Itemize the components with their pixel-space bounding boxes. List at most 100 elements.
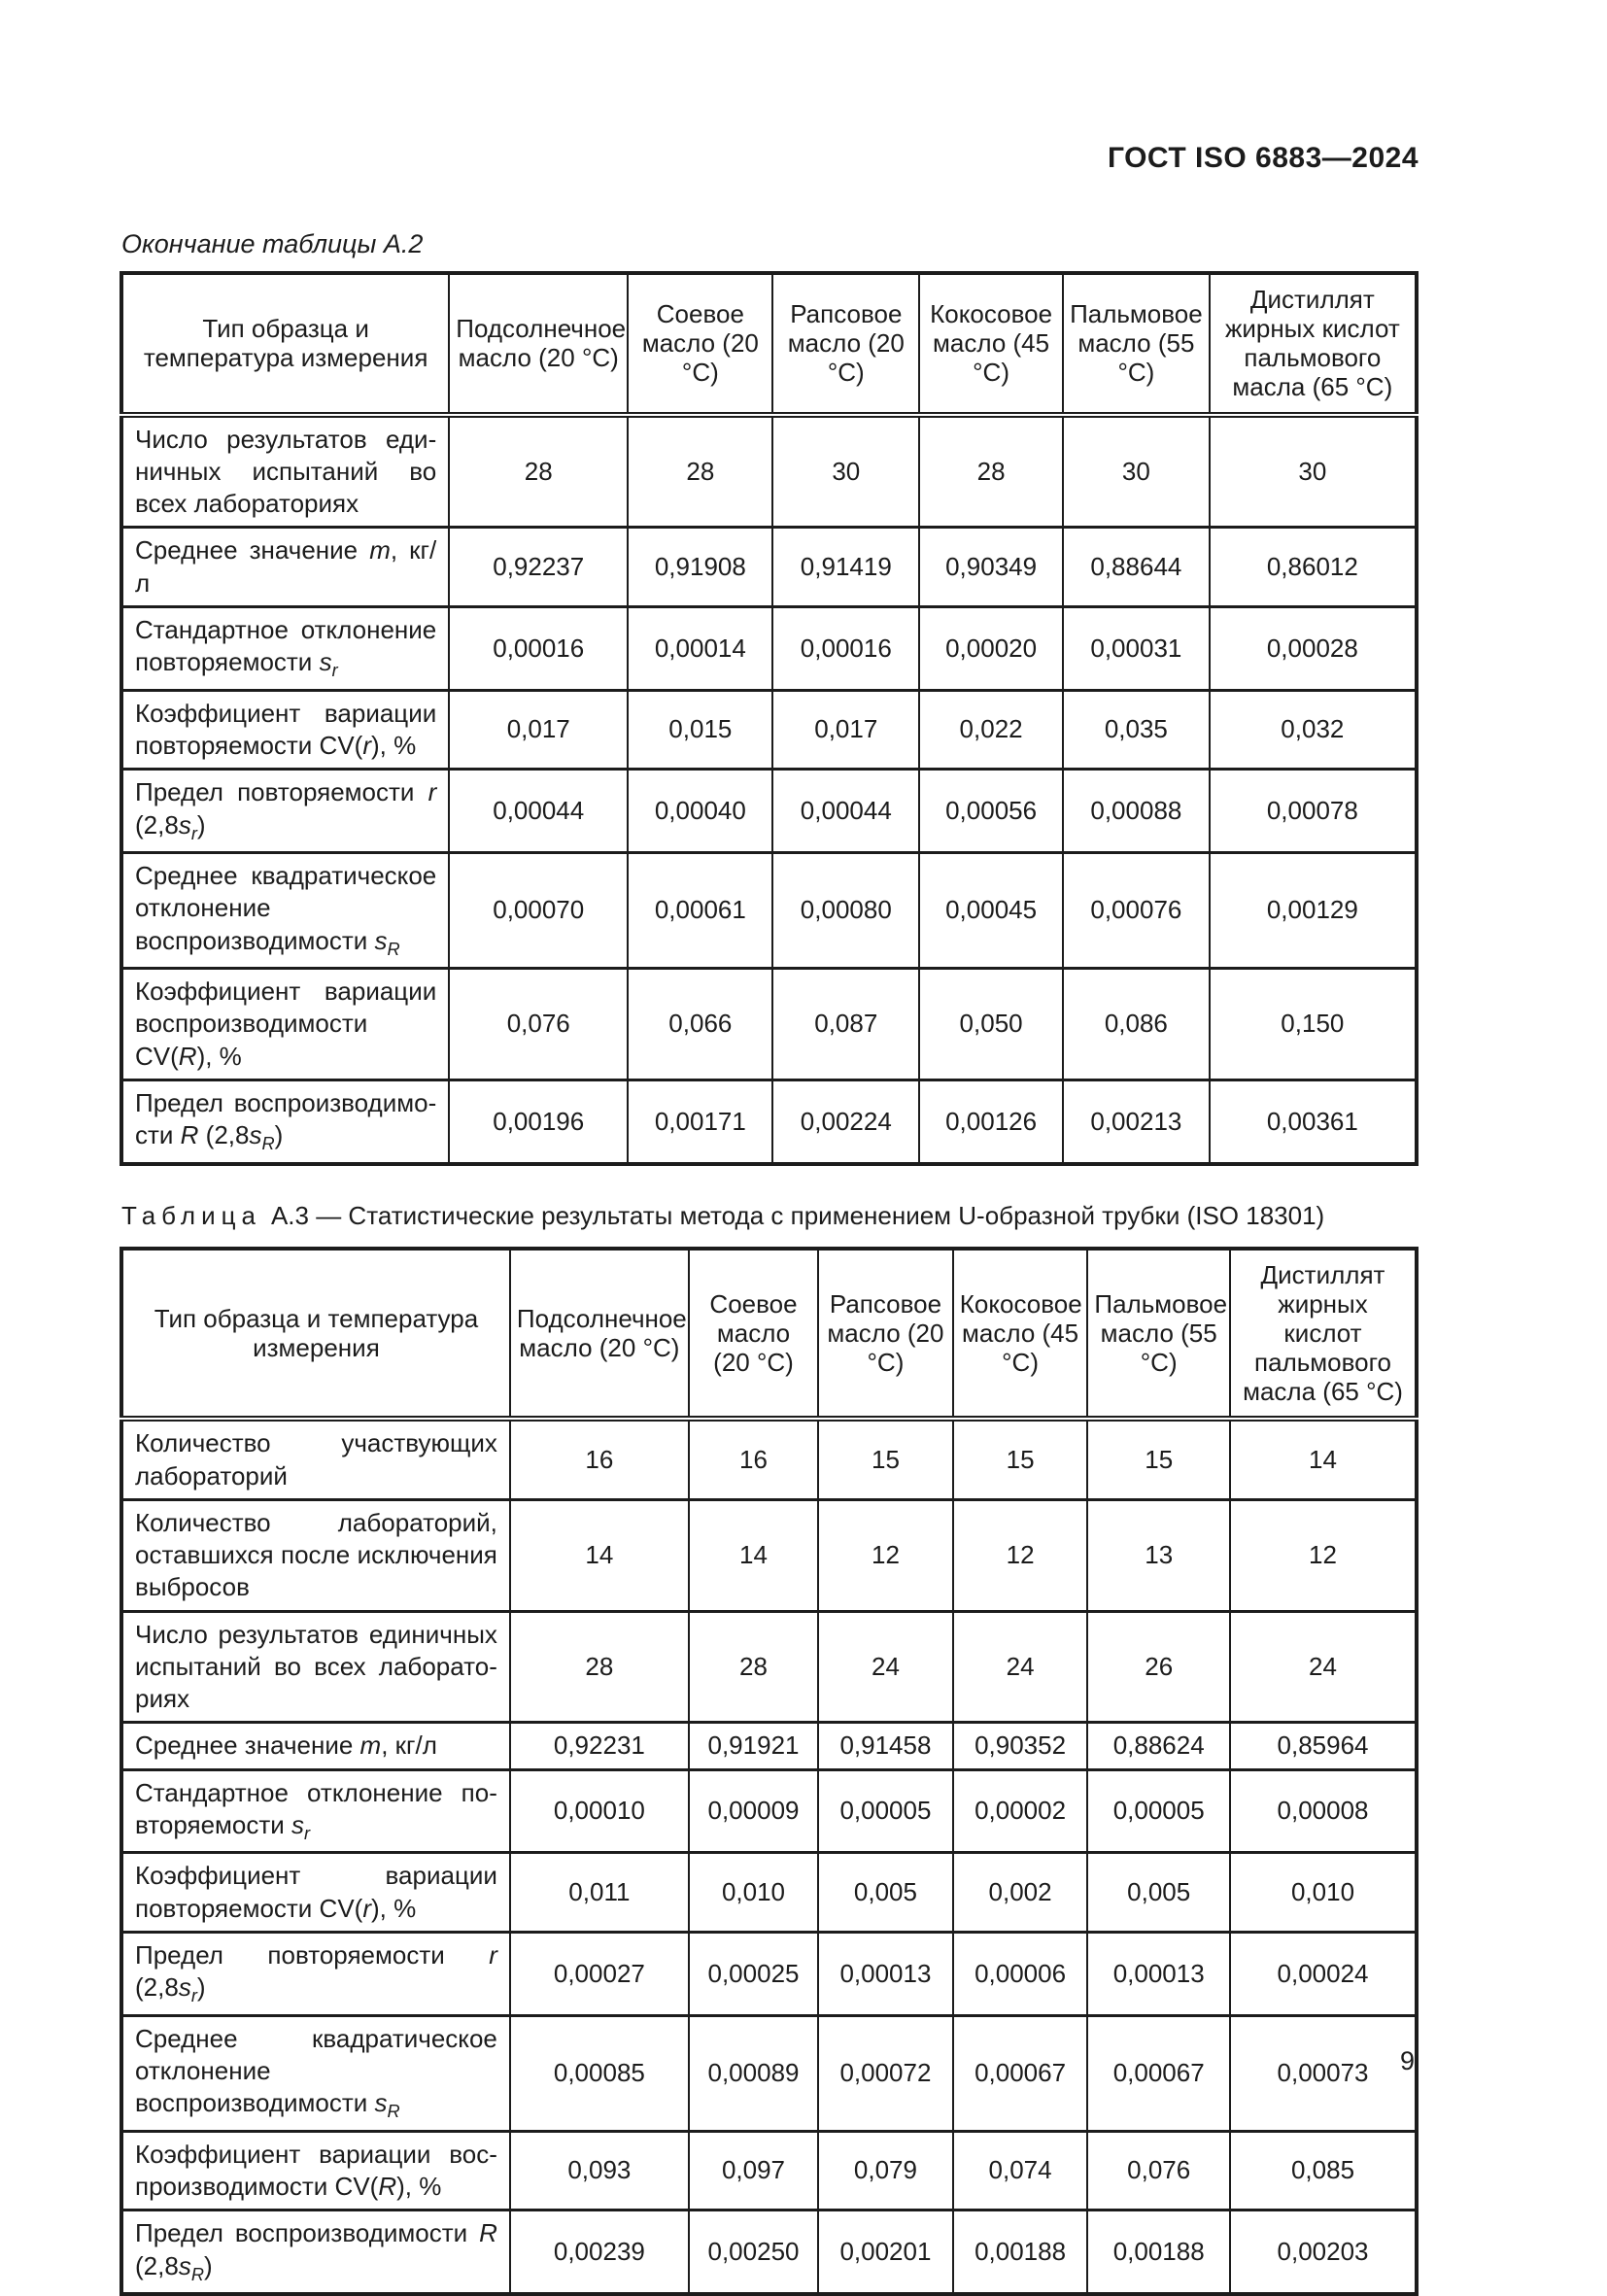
table-row: Количество участвующих лабо­раторий 16 16 1… (120, 1417, 1418, 1501)
value-cell: 0,91908 (627, 526, 774, 608)
value-cell: 0,86012 (1208, 526, 1419, 608)
table-row: Коэффициент вариации повторяемости CV(r)… (120, 688, 1419, 771)
value-cell: 0,92231 (508, 1721, 690, 1771)
column-header: Рапсовое масло (20 °С) (817, 1247, 954, 1422)
row-label: Предел повторяемости r (2,8sr) (120, 768, 451, 854)
table-row: Стандартное отклонение повторяемости sr 0… (120, 604, 1419, 692)
column-header: Дистиллят жирных кислот пальмового масла… (1208, 272, 1419, 418)
value-cell: 0,00072 (817, 2013, 954, 2133)
value-cell: 0,85964 (1229, 1721, 1418, 1771)
table-header-row: Тип образца и температура измерения Подсо… (120, 1247, 1418, 1422)
table-a3: Тип образца и температура измерения Подсо… (120, 1246, 1419, 2296)
value-cell: 0,00070 (448, 850, 630, 970)
value-cell: 0,010 (1229, 1851, 1418, 1934)
row-label: Коэффициент вариации повторяемости CV(r)… (120, 688, 451, 771)
value-cell: 0,00044 (448, 768, 630, 854)
value-cell: 0,085 (1229, 2129, 1418, 2211)
column-header: Тип образца и температура измерения (120, 272, 451, 418)
row-label: Среднее квадратическое откло­нение воспр… (120, 2013, 511, 2133)
column-header: Тип образца и температура измерения (120, 1247, 511, 1422)
value-cell: 15 (1086, 1417, 1232, 1501)
value-cell: 0,150 (1208, 967, 1419, 1081)
value-cell: 0,00201 (817, 2209, 954, 2296)
value-cell: 24 (1229, 1609, 1418, 1724)
value-cell: 0,050 (918, 967, 1065, 1081)
value-cell: 0,90349 (918, 526, 1065, 608)
value-cell: 0,087 (771, 967, 921, 1081)
column-header: Рапсовое масло (20 °С) (771, 272, 921, 418)
value-cell: 0,00016 (448, 604, 630, 692)
table-row: Коэффициент вариа­ции воспроизводимости … (120, 967, 1419, 1081)
value-cell: 0,00085 (508, 2013, 690, 2133)
row-label: Количество лабораторий, оставшихся после… (120, 1497, 511, 1613)
value-cell: 12 (1229, 1497, 1418, 1613)
value-cell: 0,032 (1208, 688, 1419, 771)
table-row: Предел повторяемости r (2,8sr) 0,00027 0,0… (120, 1931, 1418, 2017)
value-cell: 0,00089 (687, 2013, 820, 2133)
value-cell: 0,00188 (1086, 2209, 1232, 2296)
table-a2-continuation-caption: Окончание таблицы А.2 (121, 229, 424, 258)
table-row: Число результатов еди­ничных испытаний в… (120, 413, 1419, 529)
value-cell: 0,00013 (817, 1931, 954, 2017)
value-cell: 15 (817, 1417, 954, 1501)
value-cell: 0,00014 (627, 604, 774, 692)
value-cell: 0,002 (951, 1851, 1089, 1934)
value-cell: 0,00031 (1062, 604, 1211, 692)
table-row: Среднее значение m, кг/л 0,92237 0,91908 0,… (120, 526, 1419, 608)
value-cell: 15 (951, 1417, 1089, 1501)
value-cell: 0,00056 (918, 768, 1065, 854)
value-cell: 0,022 (918, 688, 1065, 771)
value-cell: 0,00028 (1208, 604, 1419, 692)
value-cell: 0,00013 (1086, 1931, 1232, 2017)
table-row: Коэффициент вариации повто­ряемости CV(r… (120, 1851, 1418, 1934)
table-header-row: Тип образца и температура измерения Подсо… (120, 272, 1419, 418)
value-cell: 0,88644 (1062, 526, 1211, 608)
value-cell: 0,91458 (817, 1721, 954, 1771)
table-a3-caption: Таблица А.3 — Статистические результаты м… (121, 1201, 1419, 1231)
value-cell: 28 (918, 413, 1065, 529)
value-cell: 0,00067 (1086, 2013, 1232, 2133)
row-label: Коэффициент вариации повто­ряемости CV(r… (120, 1851, 511, 1934)
table-row: Число результатов единичных испытаний во… (120, 1609, 1418, 1724)
value-cell: 13 (1086, 1497, 1232, 1613)
column-header: Подсолнечное масло (20 °С) (508, 1247, 690, 1422)
value-cell: 0,093 (508, 2129, 690, 2211)
value-cell: 12 (951, 1497, 1089, 1613)
value-cell: 0,00016 (771, 604, 921, 692)
value-cell: 0,00027 (508, 1931, 690, 2017)
column-header: Кокосовое масло (45 °С) (951, 1247, 1089, 1422)
value-cell: 0,076 (448, 967, 630, 1081)
value-cell: 0,00171 (627, 1078, 774, 1165)
value-cell: 0,017 (771, 688, 921, 771)
value-cell: 16 (687, 1417, 820, 1501)
value-cell: 0,00250 (687, 2209, 820, 2296)
value-cell: 0,00008 (1229, 1767, 1418, 1854)
row-label: Стандартное отклонение по­вторяемости sr (120, 1767, 511, 1854)
value-cell: 0,00126 (918, 1078, 1065, 1165)
value-cell: 30 (1062, 413, 1211, 529)
value-cell: 0,00078 (1208, 768, 1419, 854)
value-cell: 0,00020 (918, 604, 1065, 692)
value-cell: 0,079 (817, 2129, 954, 2211)
value-cell: 24 (951, 1609, 1089, 1724)
doc-code: ГОСТ ISO 6883—2024 (1107, 142, 1419, 174)
value-cell: 0,00002 (951, 1767, 1089, 1854)
table-row: Среднее квадратическое отклонение воспро… (120, 850, 1419, 970)
value-cell: 0,010 (687, 1851, 820, 1934)
table-row: Предел воспроизводимо­сти R (2,8sR) 0,001… (120, 1078, 1419, 1165)
value-cell: 0,011 (508, 1851, 690, 1934)
table-a3-caption-text: А.3 — Статистические результаты метода с… (270, 1200, 1325, 1230)
row-label: Количество участвующих лабо­раторий (120, 1417, 511, 1501)
value-cell: 14 (508, 1497, 690, 1613)
value-cell: 0,00005 (817, 1767, 954, 1854)
column-header: Дистиллят жирных кислот пальмового масла… (1229, 1247, 1418, 1422)
value-cell: 0,00040 (627, 768, 774, 854)
column-header: Соевое масло (20 °С) (687, 1247, 820, 1422)
value-cell: 0,90352 (951, 1721, 1089, 1771)
value-cell: 0,92237 (448, 526, 630, 608)
value-cell: 0,00061 (627, 850, 774, 970)
table-row: Среднее значение m, кг/л 0,92231 0,91921 0,… (120, 1721, 1418, 1771)
value-cell: 0,00024 (1229, 1931, 1418, 2017)
column-header: Соевое масло (20 °С) (627, 272, 774, 418)
value-cell: 0,017 (448, 688, 630, 771)
